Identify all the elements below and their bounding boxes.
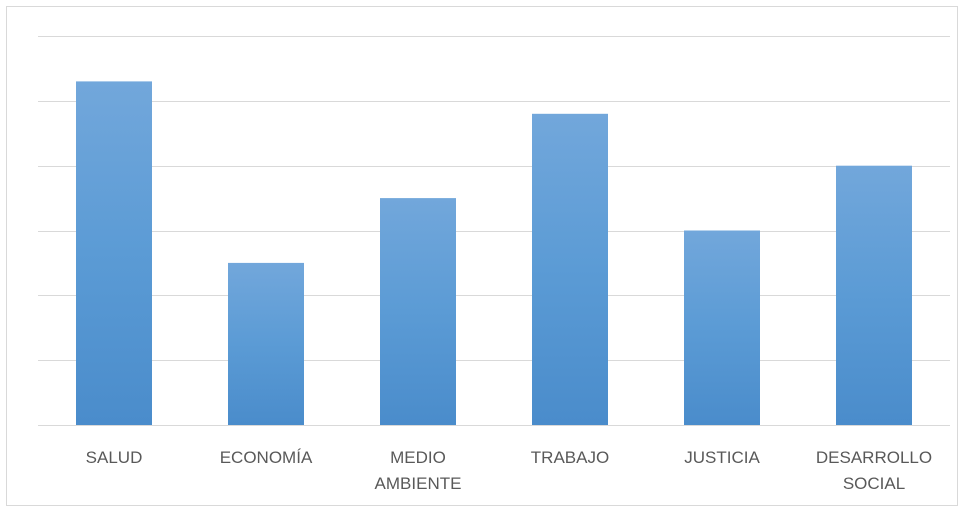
x-tick-label: SALUD <box>86 448 143 467</box>
category-labels: SALUD ECONOMÍA MEDIO AMBIENTE TRABAJO JUSTICI… <box>86 448 932 493</box>
x-tick-label: ECONOMÍA <box>220 448 313 467</box>
bar <box>76 81 152 426</box>
bar <box>532 113 608 426</box>
x-tick-label: TRABAJO <box>531 448 609 467</box>
x-tick-label: MEDIO AMBIENTE <box>375 448 462 493</box>
chart-frame <box>6 6 958 506</box>
bar <box>836 165 912 425</box>
x-tick-label: JUSTICIA <box>684 448 760 467</box>
bar <box>228 262 304 425</box>
bar <box>684 230 760 425</box>
bar <box>380 198 456 425</box>
gridlines <box>38 36 950 426</box>
bars <box>76 81 912 426</box>
x-tick-label: DESARROLLO SOCIAL <box>816 448 932 493</box>
